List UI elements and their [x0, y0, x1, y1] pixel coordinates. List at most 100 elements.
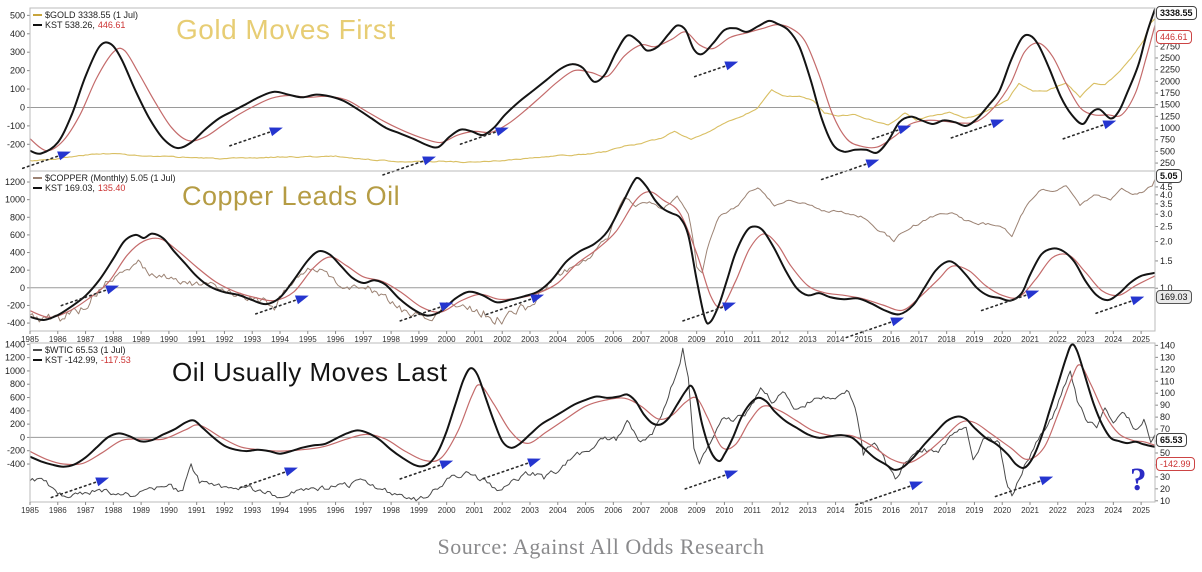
year-label: 1987 [77, 506, 95, 515]
left-axis-tick-label: 1000 [5, 195, 25, 205]
right-axis-tick-label: 4.5 [1160, 182, 1173, 192]
value-label-box-gold: 446.61 [1156, 30, 1192, 44]
left-axis-tick-label: 1400 [5, 339, 25, 349]
trend-arrow-icon [909, 481, 924, 491]
left-axis-tick-label: 600 [10, 393, 25, 403]
source-note: Source: Against All Odds Research [437, 534, 765, 559]
trend-arrow-icon [897, 125, 912, 135]
trend-arrow-icon [57, 151, 71, 161]
year-label: 1988 [104, 335, 122, 344]
year-label: 1993 [243, 506, 261, 515]
left-axis-tick-label: 1000 [5, 366, 25, 376]
year-label: 1988 [104, 506, 122, 515]
year-label: 1989 [132, 335, 150, 344]
series-path-oil-signal [30, 364, 1155, 466]
kst-series-swatch [33, 24, 42, 26]
value-label-box-oil: -142.99 [1156, 457, 1195, 471]
legend-oil-symbol-label: $WTIC 65.53 (1 Jul) [45, 345, 126, 355]
year-label: 2004 [549, 506, 567, 515]
year-label: 1994 [271, 506, 289, 515]
trend-arrow-icon [990, 119, 1005, 129]
trend-arrow-trail [980, 294, 1027, 312]
right-axis-tick-label: 1250 [1160, 111, 1180, 121]
right-axis-tick-label: 90 [1160, 400, 1170, 410]
year-label: 2002 [493, 335, 511, 344]
legend-gold: $GOLD 3338.55 (1 Jul) KST 538.26, 446.61 [33, 10, 138, 30]
year-label: 2002 [493, 506, 511, 515]
left-axis-tick-label: -200 [7, 139, 25, 149]
legend-gold-symbol-label: $GOLD 3338.55 (1 Jul) [45, 10, 139, 20]
trend-arrow-trail [682, 306, 724, 322]
year-label: 2010 [716, 335, 734, 344]
left-axis-tick-label: 0 [20, 283, 25, 293]
year-label: 2005 [577, 335, 595, 344]
trend-arrow-trail [684, 474, 726, 490]
year-label: 2015 [854, 335, 872, 344]
right-axis-tick-label: 1750 [1160, 88, 1180, 98]
year-label: 2011 [744, 506, 762, 515]
series-group-copper [30, 176, 1155, 325]
year-label: 1992 [216, 506, 234, 515]
year-label: 2018 [938, 506, 956, 515]
legend-copper-kst-signal-value: 135.40 [97, 183, 126, 193]
year-label: 1997 [354, 335, 372, 344]
value-label-box-gold: 3338.55 [1156, 6, 1197, 20]
trend-arrow-trail [871, 129, 899, 140]
left-axis-tick-label: 400 [10, 29, 25, 39]
year-label: 1996 [327, 335, 345, 344]
year-label: 2013 [799, 506, 817, 515]
year-label: 1996 [327, 506, 345, 515]
year-label: 2006 [604, 506, 622, 515]
right-axis-tick-label: 4.0 [1160, 190, 1173, 200]
year-label: 2007 [632, 335, 650, 344]
left-axis-tick-label: -100 [7, 121, 25, 131]
legend-oil-kst-row: KST -142.99, -117.53 [33, 355, 131, 365]
year-label: 1989 [132, 506, 150, 515]
year-label: 1999 [410, 335, 428, 344]
left-axis-tick-label: -200 [7, 300, 25, 310]
trend-arrow-trail [820, 163, 867, 181]
value-label-box-oil: 65.53 [1156, 433, 1187, 447]
trend-arrow-trail [693, 65, 726, 78]
kst-series-swatch [33, 187, 42, 189]
year-label: 2007 [632, 506, 650, 515]
year-label: 2010 [716, 506, 734, 515]
trend-arrow-trail [399, 464, 441, 480]
year-label: 2012 [771, 335, 789, 344]
right-axis-tick-label: 3.0 [1160, 209, 1173, 219]
left-axis-tick-label: 200 [10, 66, 25, 76]
year-label: 2017 [910, 335, 928, 344]
year-label: 1993 [243, 335, 261, 344]
year-label: 2014 [827, 335, 845, 344]
trend-arrow-icon [890, 317, 905, 327]
right-axis-tick-label: 30 [1160, 472, 1170, 482]
year-label: 1997 [354, 506, 372, 515]
year-label: 1990 [160, 506, 178, 515]
right-axis-tick-label: 250 [1160, 158, 1175, 168]
left-axis-tick-label: 200 [10, 419, 25, 429]
left-axis-tick-label: 600 [10, 230, 25, 240]
trend-arrow-icon [294, 295, 309, 305]
left-axis-tick-label: 1200 [5, 177, 25, 187]
year-label: 2014 [827, 506, 845, 515]
trend-arrow-trail [1062, 124, 1104, 140]
year-label: 2025 [1132, 506, 1150, 515]
year-label: 2003 [521, 506, 539, 515]
trend-arrow-icon [439, 460, 454, 470]
trend-arrow-icon [865, 159, 880, 169]
year-label: 2001 [466, 506, 484, 515]
trend-arrow-trail [50, 481, 97, 499]
year-label: 2022 [1049, 335, 1067, 344]
trend-arrow-trail [950, 123, 992, 139]
right-axis-tick-label: 1000 [1160, 123, 1180, 133]
right-axis-tick-label: 130 [1160, 352, 1175, 362]
year-label: 2020 [993, 335, 1011, 344]
trend-arrow-icon [284, 467, 298, 477]
left-axis-tick-label: 500 [10, 10, 25, 20]
right-axis-tick-label: 110 [1160, 376, 1174, 386]
left-axis-tick-label: 300 [10, 47, 25, 57]
trend-arrow-trail [459, 131, 497, 145]
legend-copper-symbol-label: $COPPER (Monthly) 5.05 (1 Jul) [45, 173, 176, 183]
series-path-gold-kst [30, 8, 1155, 155]
right-axis-tick-label: 2.0 [1160, 237, 1173, 247]
